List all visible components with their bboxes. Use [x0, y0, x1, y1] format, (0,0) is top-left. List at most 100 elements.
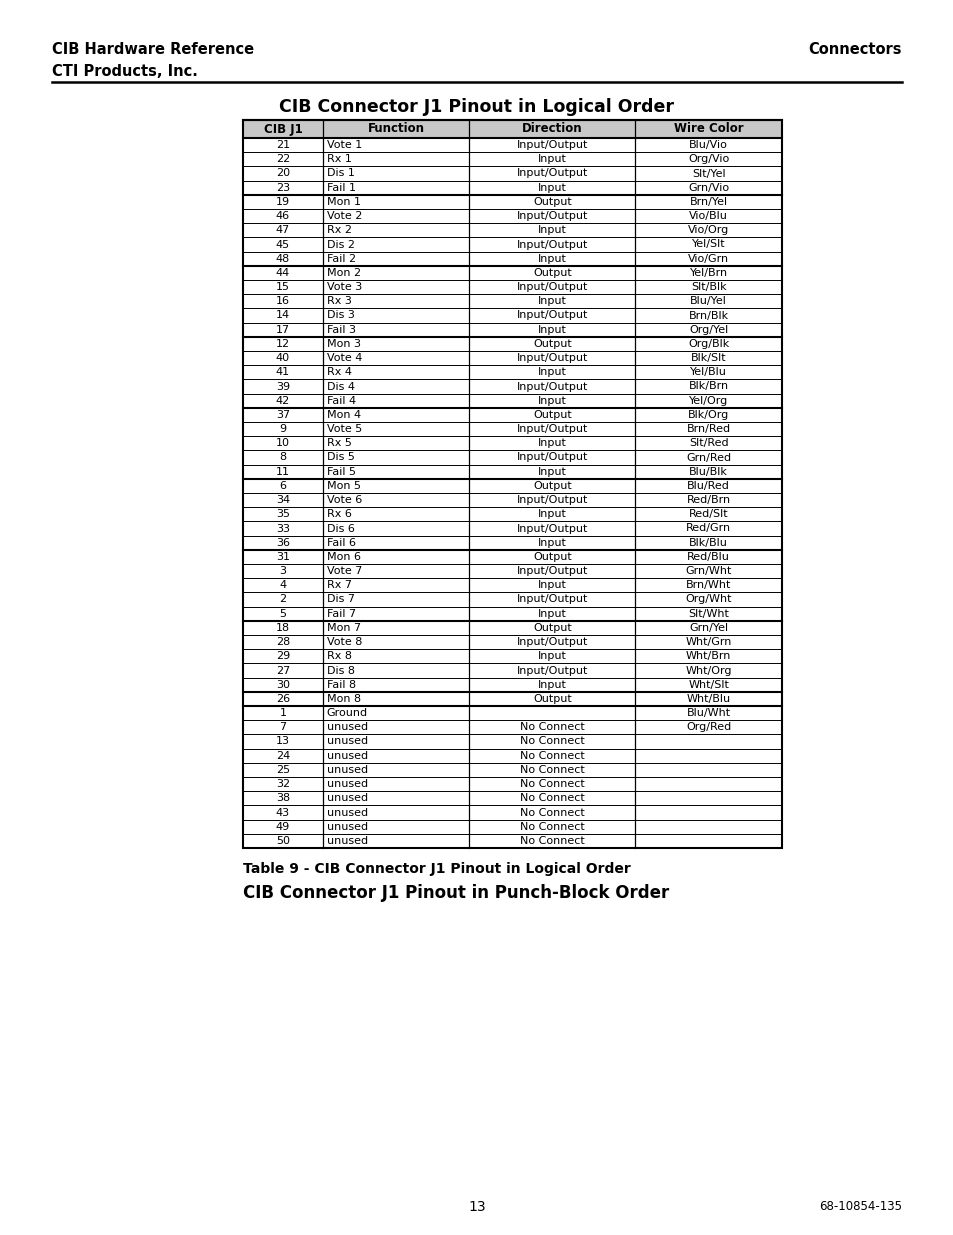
Text: Input/Output: Input/Output	[517, 637, 587, 647]
Text: Yel/Brn: Yel/Brn	[689, 268, 727, 278]
Text: Grn/Wht: Grn/Wht	[685, 566, 731, 576]
Text: Fail 2: Fail 2	[327, 253, 355, 264]
Text: Org/Vio: Org/Vio	[687, 154, 728, 164]
Text: Fail 6: Fail 6	[327, 537, 355, 547]
Text: Vote 7: Vote 7	[327, 566, 362, 576]
Text: CIB Connector J1 Pinout in Logical Order: CIB Connector J1 Pinout in Logical Order	[279, 98, 674, 116]
Text: Input: Input	[537, 154, 566, 164]
Text: Mon 7: Mon 7	[327, 622, 360, 632]
Text: unused: unused	[327, 808, 368, 818]
Text: Yel/Slt: Yel/Slt	[691, 240, 724, 249]
Text: 4: 4	[279, 580, 286, 590]
Text: 42: 42	[275, 395, 290, 406]
Text: 68-10854-135: 68-10854-135	[818, 1200, 901, 1214]
Text: Wht/Slt: Wht/Slt	[687, 679, 728, 689]
Text: CIB Hardware Reference: CIB Hardware Reference	[52, 42, 253, 57]
Text: Brn/Blk: Brn/Blk	[688, 310, 728, 321]
Text: 12: 12	[275, 338, 290, 350]
Text: Input: Input	[537, 325, 566, 335]
Text: 50: 50	[275, 836, 290, 846]
Text: Brn/Red: Brn/Red	[686, 424, 730, 433]
Text: 44: 44	[275, 268, 290, 278]
Text: 11: 11	[275, 467, 290, 477]
Text: Output: Output	[533, 694, 571, 704]
Text: Vote 4: Vote 4	[327, 353, 362, 363]
Text: Vio/Org: Vio/Org	[687, 225, 728, 236]
Text: Mon 1: Mon 1	[327, 196, 360, 207]
Text: Output: Output	[533, 552, 571, 562]
Text: unused: unused	[327, 779, 368, 789]
Text: Wht/Grn: Wht/Grn	[685, 637, 731, 647]
Text: Input/Output: Input/Output	[517, 310, 587, 321]
Text: No Connect: No Connect	[519, 764, 584, 774]
Text: 8: 8	[279, 452, 286, 462]
Text: 1: 1	[279, 708, 286, 718]
Text: unused: unused	[327, 722, 368, 732]
Text: Connectors: Connectors	[807, 42, 901, 57]
Text: Vote 1: Vote 1	[327, 140, 361, 151]
Text: unused: unused	[327, 764, 368, 774]
Text: Blu/Yel: Blu/Yel	[690, 296, 726, 306]
Text: 28: 28	[275, 637, 290, 647]
Text: 20: 20	[275, 168, 290, 179]
Text: Rx 5: Rx 5	[327, 438, 352, 448]
Text: Output: Output	[533, 410, 571, 420]
Text: Grn/Yel: Grn/Yel	[688, 622, 727, 632]
Text: 17: 17	[275, 325, 290, 335]
Text: Function: Function	[367, 122, 424, 136]
Text: No Connect: No Connect	[519, 736, 584, 746]
Text: 9: 9	[279, 424, 286, 433]
Text: Red/Blu: Red/Blu	[686, 552, 729, 562]
Text: Input: Input	[537, 537, 566, 547]
Text: 41: 41	[275, 367, 290, 378]
Text: 13: 13	[468, 1200, 485, 1214]
Text: 27: 27	[275, 666, 290, 676]
Text: Dis 6: Dis 6	[327, 524, 355, 534]
Text: Yel/Org: Yel/Org	[688, 395, 727, 406]
Text: Brn/Wht: Brn/Wht	[685, 580, 731, 590]
Text: Wire Color: Wire Color	[673, 122, 742, 136]
Text: Input: Input	[537, 296, 566, 306]
Text: 45: 45	[275, 240, 290, 249]
Text: Rx 3: Rx 3	[327, 296, 352, 306]
Text: Blu/Wht: Blu/Wht	[686, 708, 730, 718]
Text: Input/Output: Input/Output	[517, 382, 587, 391]
Text: Blu/Blk: Blu/Blk	[688, 467, 727, 477]
Text: No Connect: No Connect	[519, 751, 584, 761]
Text: Vio/Blu: Vio/Blu	[688, 211, 727, 221]
Text: Input: Input	[537, 367, 566, 378]
Text: Fail 5: Fail 5	[327, 467, 355, 477]
Text: 34: 34	[275, 495, 290, 505]
Text: Mon 4: Mon 4	[327, 410, 360, 420]
Text: Rx 6: Rx 6	[327, 509, 352, 519]
Text: Dis 5: Dis 5	[327, 452, 355, 462]
Text: No Connect: No Connect	[519, 793, 584, 803]
Text: Blk/Blu: Blk/Blu	[688, 537, 727, 547]
Text: No Connect: No Connect	[519, 808, 584, 818]
Text: Input/Output: Input/Output	[517, 240, 587, 249]
Text: Slt/Yel: Slt/Yel	[691, 168, 724, 179]
Text: Dis 7: Dis 7	[327, 594, 355, 604]
Text: Mon 2: Mon 2	[327, 268, 360, 278]
Text: Input/Output: Input/Output	[517, 566, 587, 576]
Text: 38: 38	[275, 793, 290, 803]
Text: Input/Output: Input/Output	[517, 168, 587, 179]
Text: Input/Output: Input/Output	[517, 353, 587, 363]
Text: Blu/Red: Blu/Red	[686, 480, 729, 490]
Text: Blk/Slt: Blk/Slt	[690, 353, 726, 363]
Text: Blk/Org: Blk/Org	[687, 410, 728, 420]
Text: Input: Input	[537, 609, 566, 619]
Text: Mon 6: Mon 6	[327, 552, 360, 562]
Text: Ground: Ground	[327, 708, 368, 718]
Text: Vote 2: Vote 2	[327, 211, 362, 221]
Text: 46: 46	[275, 211, 290, 221]
Text: Org/Red: Org/Red	[685, 722, 731, 732]
Text: Input/Output: Input/Output	[517, 211, 587, 221]
Text: Org/Blk: Org/Blk	[687, 338, 728, 350]
Text: Org/Wht: Org/Wht	[684, 594, 731, 604]
Text: Mon 5: Mon 5	[327, 480, 360, 490]
Text: 32: 32	[275, 779, 290, 789]
Text: Mon 3: Mon 3	[327, 338, 360, 350]
Text: Output: Output	[533, 338, 571, 350]
Text: Org/Yel: Org/Yel	[688, 325, 727, 335]
